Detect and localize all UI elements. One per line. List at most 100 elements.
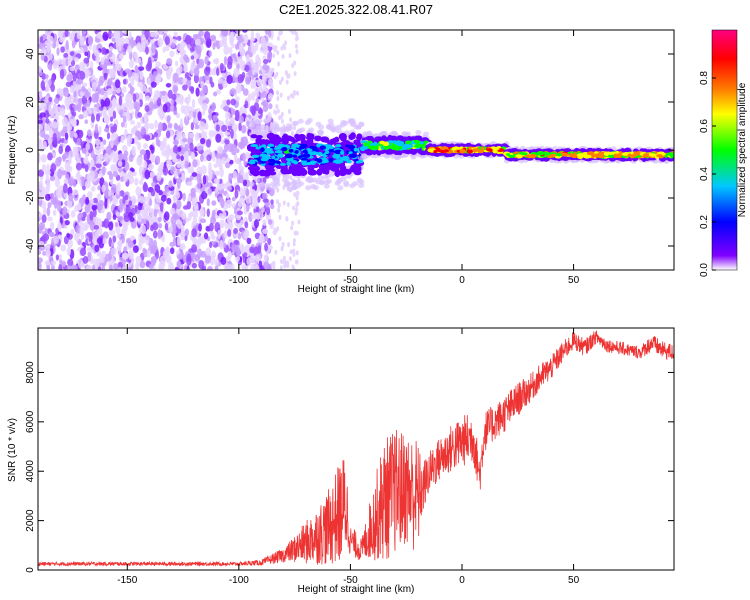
noise-speckle [54, 177, 61, 188]
noise-speckle [143, 161, 148, 168]
noise-speckle [120, 121, 125, 128]
noise-speckle [213, 177, 220, 184]
signal-core [251, 154, 260, 158]
noise-speckle [278, 115, 282, 121]
noise-speckle [172, 232, 176, 239]
noise-speckle [128, 212, 134, 219]
noise-speckle [88, 108, 93, 115]
noise-speckle [138, 179, 144, 186]
signal-halo [291, 121, 298, 127]
noise-speckle [124, 68, 131, 74]
noise-speckle [67, 57, 71, 66]
noise-speckle [154, 183, 161, 193]
noise-speckle [202, 85, 208, 94]
signal-core [249, 159, 255, 165]
noise-speckle [157, 121, 163, 132]
noise-speckle [176, 219, 183, 229]
noise-speckle [85, 196, 90, 205]
signal-core [459, 148, 466, 154]
signal-body [289, 136, 296, 142]
noise-speckle [176, 131, 182, 139]
noise-speckle [161, 93, 165, 103]
noise-speckle [38, 152, 41, 163]
signal-core [277, 153, 282, 158]
noise-speckle [76, 169, 81, 178]
noise-speckle [281, 241, 285, 247]
noise-speckle [252, 196, 258, 202]
noise-speckle [103, 127, 110, 133]
noise-speckle [180, 155, 184, 161]
noise-speckle [71, 85, 77, 93]
noise-speckle [258, 57, 262, 68]
noise-speckle [97, 185, 101, 191]
noise-speckle [62, 116, 69, 127]
noise-speckle [143, 116, 148, 124]
noise-speckle [292, 237, 296, 243]
noise-speckle [172, 213, 179, 219]
signal-halo [291, 180, 298, 186]
noise-speckle [122, 195, 126, 204]
noise-speckle [195, 87, 200, 97]
noise-speckle [192, 111, 197, 119]
noise-speckle [239, 42, 244, 52]
noise-speckle [219, 39, 224, 48]
noise-speckle [64, 220, 70, 226]
noise-speckle [71, 38, 76, 49]
noise-speckle [41, 116, 46, 126]
signal-halo [401, 131, 408, 137]
noise-speckle [293, 60, 297, 66]
noise-speckle [183, 66, 188, 73]
noise-speckle [204, 122, 209, 131]
signal-core [492, 149, 498, 154]
noise-speckle [271, 67, 275, 73]
noise-speckle [151, 43, 157, 54]
signal-body [281, 169, 290, 175]
noise-speckle [210, 231, 215, 240]
noise-speckle [164, 222, 169, 231]
noise-speckle [262, 219, 267, 227]
noise-speckle [206, 182, 213, 187]
noise-speckle [89, 198, 94, 205]
signal-core [271, 155, 276, 159]
signal-core [286, 161, 291, 166]
noise-speckle [38, 131, 41, 137]
noise-speckle [214, 265, 219, 270]
signal-halo [271, 121, 278, 127]
noise-speckle [144, 95, 151, 101]
noise-speckle [165, 82, 172, 88]
noise-speckle [85, 142, 90, 151]
signal-halo [415, 129, 422, 135]
noise-speckle [165, 130, 171, 139]
noise-speckle [196, 63, 201, 70]
noise-speckle [121, 253, 129, 260]
noise-speckle [84, 180, 91, 189]
noise-speckle [293, 230, 297, 236]
noise-speckle [218, 196, 223, 202]
noise-speckle [177, 76, 185, 85]
noise-speckle [95, 155, 102, 165]
noise-speckle [267, 78, 273, 87]
noise-speckle [117, 240, 123, 248]
noise-speckle [84, 51, 89, 57]
noise-speckle [83, 57, 90, 64]
noise-speckle [86, 191, 93, 199]
noise-speckle [195, 38, 201, 46]
noise-speckle [51, 264, 55, 270]
noise-speckle [129, 235, 136, 241]
noise-speckle [163, 137, 168, 142]
noise-speckle [74, 57, 79, 62]
noise-speckle [91, 264, 96, 270]
noise-speckle [137, 202, 143, 211]
noise-speckle [284, 40, 288, 46]
noise-speckle [49, 221, 55, 230]
noise-speckle [144, 122, 151, 130]
noise-speckle [101, 47, 107, 55]
signal-core [292, 154, 298, 158]
noise-speckle [227, 229, 232, 237]
noise-speckle [279, 92, 283, 98]
noise-speckle [48, 62, 53, 71]
noise-speckle [90, 158, 95, 168]
noise-speckle [185, 217, 190, 223]
noise-speckle [237, 73, 244, 84]
noise-speckle [297, 219, 301, 225]
